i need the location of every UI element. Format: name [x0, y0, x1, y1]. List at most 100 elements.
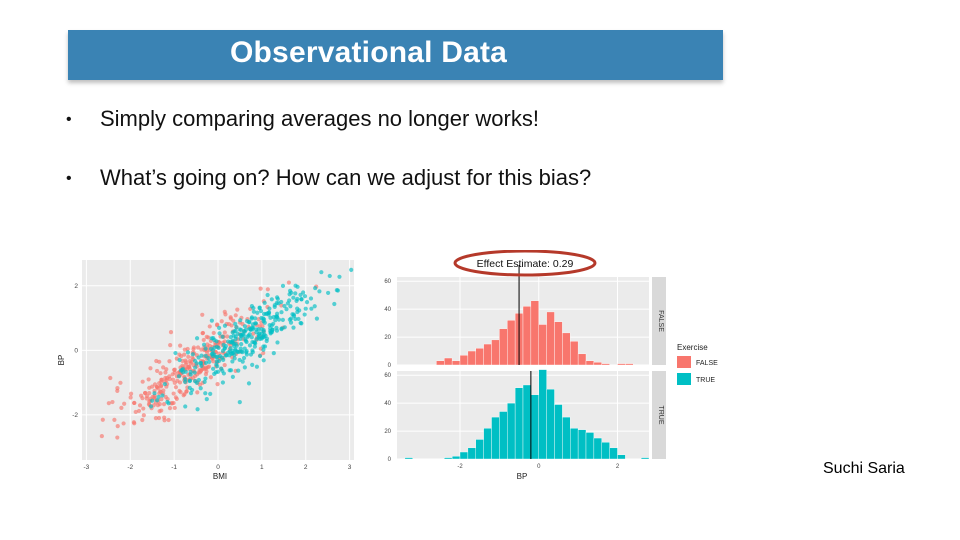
histogram-bar-false [444, 357, 453, 366]
legend-title: Exercise [677, 343, 708, 352]
scatter-point-true [257, 306, 262, 311]
scatter-point-false [183, 360, 189, 365]
scatter-point-true [249, 335, 254, 340]
histogram-bar-false [522, 306, 532, 366]
scatter-point-true [244, 349, 249, 354]
scatter-point-true [196, 355, 201, 360]
scatter-point-true [288, 304, 293, 309]
scatter-point-false [115, 435, 120, 440]
scatter-point-true [208, 346, 214, 352]
scatter-point-false [235, 307, 240, 312]
scatter-point-false [168, 343, 173, 348]
scatter-point-true [221, 342, 226, 347]
scatter-point-true [250, 362, 255, 367]
scatter-point-true [233, 348, 238, 353]
scatter-point-true [177, 357, 182, 363]
scatter-point-true [290, 312, 295, 317]
scatter-point-false [164, 367, 169, 372]
scatter-point-true [220, 380, 225, 385]
scatter-point-true [327, 273, 332, 279]
scatter-point-false [121, 421, 126, 426]
histogram-ytick-label: 40 [384, 401, 391, 407]
histogram-bar-true [577, 429, 587, 460]
scatter-point-false [159, 379, 164, 384]
scatter-point-false [119, 405, 124, 411]
scatter-point-false [208, 375, 213, 380]
scatter-point-false [229, 323, 234, 328]
legend-label-true: TRUE [696, 377, 715, 384]
scatter-point-true [235, 331, 240, 336]
scatter-point-true [261, 311, 267, 317]
scatter-point-true [262, 320, 267, 325]
scatter-point-false [118, 380, 123, 385]
scatter-point-false [222, 362, 227, 368]
scatter-point-true [337, 274, 342, 279]
scatter-point-true [242, 365, 247, 370]
legend-swatch-false [677, 356, 691, 368]
histogram-bar-true [609, 447, 618, 460]
scatter-point-true [262, 344, 268, 349]
scatter-ytick-label: 0 [74, 347, 78, 354]
scatter-point-false [258, 286, 263, 291]
scatter-point-true [285, 301, 290, 306]
scatter-point-true [183, 404, 188, 409]
scatter-point-true [244, 339, 249, 345]
histogram-ytick-label: 20 [384, 429, 391, 435]
histogram-ytick-label: 60 [384, 373, 391, 379]
histogram-bar-true [404, 457, 413, 460]
scatter-point-true [304, 300, 310, 305]
title-bar: Observational Data [68, 30, 723, 80]
scatter-point-false [110, 399, 115, 405]
histogram-bar-false [436, 360, 445, 366]
scatter-point-true [230, 338, 235, 343]
scatter-point-true [314, 316, 320, 321]
scatter-ylabel: BP [57, 355, 66, 366]
histogram-xtick-label: 2 [616, 464, 620, 470]
histogram-plot: 0 20 40 60 FALSE 0 20 40 60 TRUE -2 0 2 Effect Estim… [384, 250, 718, 481]
scatter-point-true [267, 323, 272, 328]
scatter-point-false [150, 384, 155, 389]
scatter-point-false [141, 413, 146, 418]
histogram-ytick-label: 20 [384, 335, 391, 341]
scatter-point-true [237, 357, 242, 363]
scatter-point-true [203, 346, 208, 351]
scatter-point-false [153, 416, 159, 421]
scatter-point-false [200, 331, 205, 336]
scatter-point-false [219, 319, 224, 324]
scatter-point-true [230, 348, 235, 353]
histogram-bar-true [640, 457, 650, 460]
histogram-bar-false [491, 339, 500, 366]
scatter-point-true [313, 285, 318, 291]
scatter-point-true [253, 316, 258, 321]
scatter-point-false [158, 389, 163, 394]
scatter-point-false [182, 347, 187, 352]
scatter-point-false [128, 395, 133, 400]
scatter-point-true [287, 317, 292, 322]
scatter-point-true [349, 267, 354, 272]
scatter-point-false [188, 361, 193, 366]
histogram-bar-false [585, 360, 595, 366]
scatter-point-true [185, 350, 191, 355]
scatter-point-true [214, 344, 219, 349]
scatter-point-false [136, 408, 142, 414]
scatter-point-false [163, 394, 168, 400]
histogram-bar-true [491, 416, 500, 460]
scatter-point-false [144, 396, 149, 401]
effect-estimate-label: Effect Estimate: 0.29 [477, 258, 574, 270]
scatter-point-true [296, 316, 301, 322]
scatter-point-true [236, 368, 241, 373]
scatter-point-true [152, 391, 157, 396]
scatter-point-true [265, 311, 270, 316]
scatter-point-true [214, 339, 219, 344]
scatter-point-false [265, 287, 270, 292]
scatter-point-true [237, 327, 242, 332]
scatter-point-true [238, 346, 243, 351]
scatter-point-true [238, 318, 243, 323]
scatter-point-false [168, 330, 174, 335]
scatter-point-true [254, 364, 260, 369]
scatter-point-true [210, 366, 216, 371]
scatter-point-true [212, 371, 217, 376]
scatter-point-true [251, 305, 256, 311]
histogram-bar-false [483, 343, 492, 366]
scatter-plot: -3 -2 -1 0 1 2 3 -2 0 2 BMI BP [57, 260, 354, 481]
